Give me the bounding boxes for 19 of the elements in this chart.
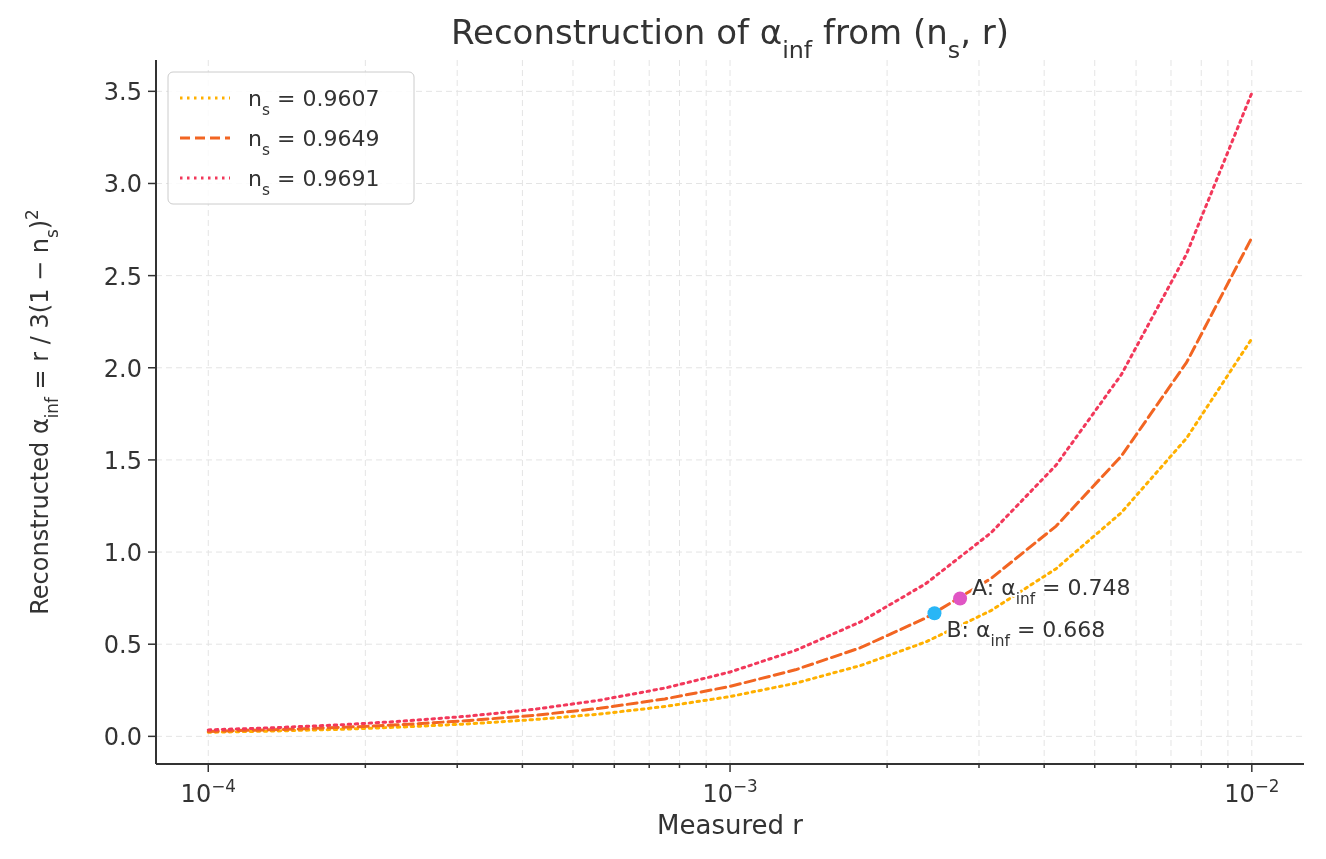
x-tick-label: 10$^{−4}$ xyxy=(180,776,236,808)
legend-label: n$_{s}$ = 0.9607 xyxy=(248,86,380,119)
legend-label: n$_{s}$ = 0.9691 xyxy=(248,166,380,199)
x-tick-label: 10$^{−2}$ xyxy=(1224,776,1280,808)
y-tick-label: 3.0 xyxy=(103,170,142,199)
x-axis-title: Measured r xyxy=(657,810,804,840)
line-series xyxy=(206,91,1254,732)
y-tick-label: 1.0 xyxy=(103,539,142,568)
chart-title: Reconstruction of α$_{inf}$ from (n$_{s}$, r) xyxy=(450,12,1010,64)
x-tick-label: 10$^{−3}$ xyxy=(702,776,758,808)
y-tick-label: 1.5 xyxy=(103,446,142,475)
line-series xyxy=(206,337,1254,734)
y-tick-label: 2.5 xyxy=(103,262,142,291)
line-series xyxy=(206,236,1254,733)
legend-label: n$_{s}$ = 0.9649 xyxy=(248,126,380,159)
y-tick-label: 3.5 xyxy=(103,78,142,107)
y-tick-label: 0.5 xyxy=(103,631,142,660)
y-tick-label: 2.0 xyxy=(103,354,142,383)
y-tick-label: 0.0 xyxy=(103,723,142,752)
